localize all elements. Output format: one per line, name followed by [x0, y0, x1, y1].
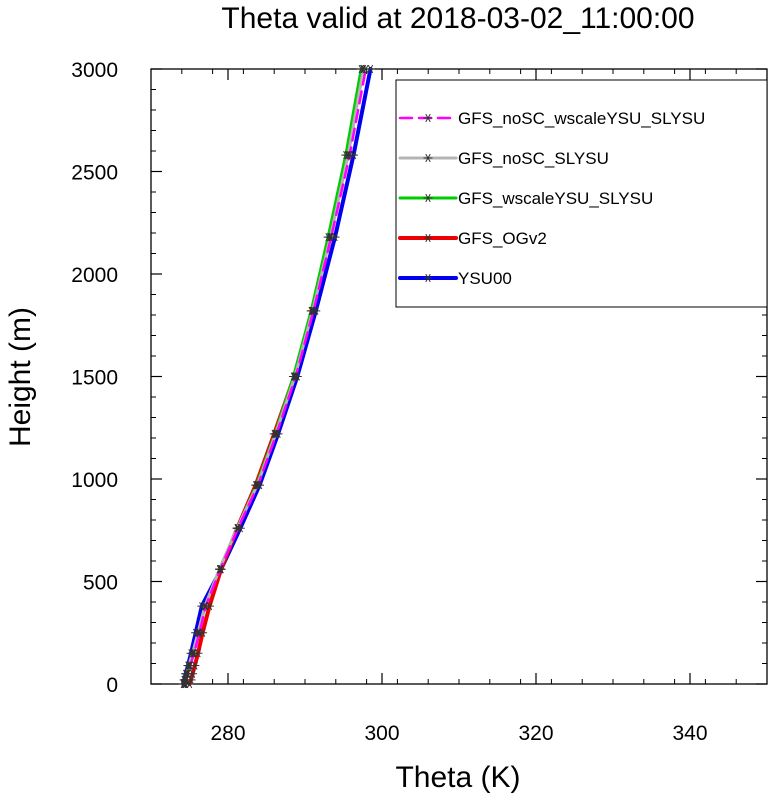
series-marker-GFS_noSC_wscaleYSU_SLYSU	[181, 675, 191, 685]
legend-label: GFS_OGv2	[458, 229, 547, 248]
series-marker-GFS_noSC_wscaleYSU_SLYSU	[183, 669, 193, 678]
x-axis-label: Theta (K)	[395, 761, 520, 794]
legend-label: GFS_noSC_SLYSU	[458, 149, 609, 168]
y-tick-label: 2000	[71, 264, 118, 287]
x-tick-label: 300	[364, 722, 399, 745]
y-tick-label: 2500	[71, 162, 118, 185]
series-marker-GFS_noSC_wscaleYSU_SLYSU	[308, 306, 318, 316]
x-tick-label: 320	[518, 722, 553, 745]
x-tick-label: 280	[210, 722, 245, 745]
series-marker-GFS_noSC_wscaleYSU_SLYSU	[215, 565, 225, 574]
series-marker-GFS_noSC_wscaleYSU_SLYSU	[195, 628, 205, 637]
series-line-GFS_OGv2	[187, 67, 365, 686]
legend-marker	[423, 233, 433, 243]
legend-marker	[423, 273, 433, 283]
series-marker-GFS_noSC_wscaleYSU_SLYSU	[189, 649, 199, 658]
legend-marker	[423, 153, 433, 163]
series-line-GFS_noSC_wscaleYSU_SLYSU	[184, 67, 368, 686]
series-marker-GFS_noSC_wscaleYSU_SLYSU	[233, 524, 243, 533]
series-marker-GFS_noSC_wscaleYSU_SLYSU	[361, 64, 371, 74]
y-axis-label: Height (m)	[4, 307, 37, 447]
series-marker-GFS_noSC_wscaleYSU_SLYSU	[253, 481, 263, 490]
legend-label: GFS_noSC_wscaleYSU_SLYSU	[458, 109, 705, 128]
series-marker-GFS_noSC_wscaleYSU_SLYSU	[326, 232, 336, 242]
series-marker-GFS_noSC_wscaleYSU_SLYSU	[201, 601, 211, 611]
x-tick-label: 340	[672, 722, 707, 745]
series-marker-GFS_noSC_wscaleYSU_SLYSU	[272, 429, 282, 439]
y-tick-label: 0	[106, 674, 118, 697]
y-tick-label: 1000	[71, 469, 118, 492]
y-tick-label: 3000	[71, 59, 118, 82]
legend: GFS_noSC_wscaleYSU_SLYSU GFS_noSC_SLYSU GF…	[395, 79, 768, 308]
series-marker-GFS_noSC_wscaleYSU_SLYSU	[345, 150, 355, 160]
chart-title: Theta valid at 2018-03-02_11:00:00	[221, 2, 694, 35]
legend-label: GFS_wscaleYSU_SLYSU	[458, 189, 653, 208]
legend-label: YSU00	[458, 269, 512, 288]
legend-box	[395, 79, 768, 308]
plot-area: 280 300 320 340 0 500 1000 1500 2000 2500 3000	[71, 59, 768, 745]
series-marker-GFS_noSC_wscaleYSU_SLYSU	[291, 372, 301, 381]
legend-marker	[423, 193, 433, 203]
y-tick-label: 1500	[71, 367, 118, 390]
legend-marker	[423, 113, 433, 123]
y-tick-label: 500	[83, 572, 118, 595]
series-marker-GFS_noSC_wscaleYSU_SLYSU	[185, 661, 195, 670]
